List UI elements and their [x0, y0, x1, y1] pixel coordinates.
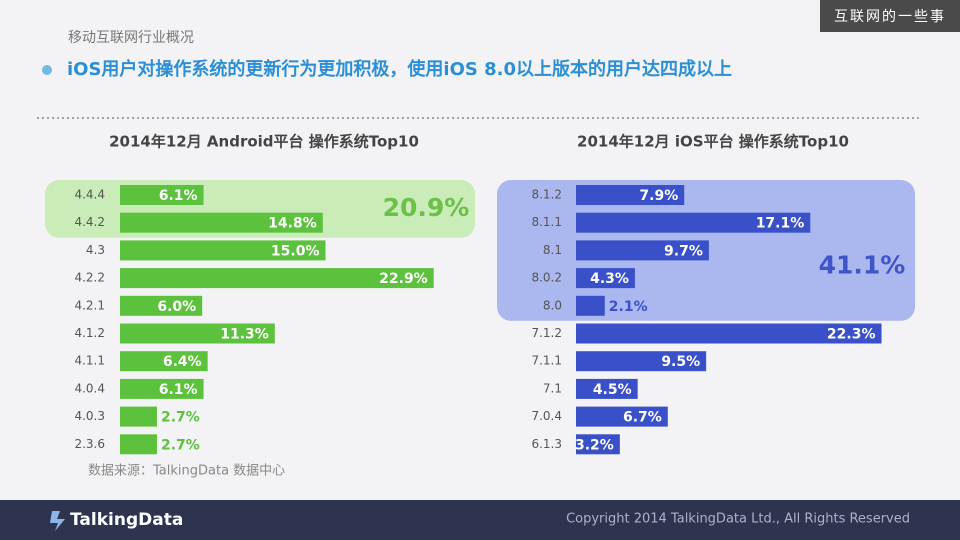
value-label: 2.7%: [161, 410, 200, 426]
value-label: 9.7%: [664, 243, 703, 259]
category-label: 4.1.2: [74, 326, 105, 340]
category-label: 8.0: [543, 298, 562, 312]
bar: [120, 295, 203, 316]
category-label: 7.0.4: [531, 409, 562, 423]
bar: [120, 185, 204, 205]
headline: iOS用户对操作系统的更新行为更加积极，使用iOS 8.0以上版本的用户达四成以…: [67, 58, 732, 80]
bar: [576, 185, 685, 205]
value-label: 4.3%: [590, 271, 629, 287]
category-label: 8.0.2: [531, 271, 562, 285]
value-label: 6.7%: [623, 410, 662, 426]
bar: [120, 351, 208, 372]
category-label: 4.1.1: [74, 354, 105, 368]
category-label: 7.1: [543, 381, 562, 395]
bar: [576, 351, 707, 372]
category-label: 4.2.2: [74, 271, 105, 285]
highlight-label: 20.9%: [383, 193, 470, 222]
value-label: 6.1%: [159, 188, 198, 204]
bar: [576, 378, 638, 399]
category-label: 4.0.3: [74, 409, 105, 423]
value-label: 3.2%: [575, 437, 614, 453]
footer-bar: [0, 500, 960, 540]
category-label: 6.1.3: [531, 437, 562, 451]
value-label: 2.1%: [609, 299, 648, 315]
value-label: 11.3%: [220, 327, 269, 343]
bar: [576, 323, 882, 344]
bar: [576, 240, 709, 261]
value-label: 14.8%: [268, 216, 317, 232]
value-label: 2.7%: [161, 437, 200, 453]
bar: [576, 295, 605, 316]
bar: [120, 212, 323, 233]
category-label: 8.1.1: [531, 215, 562, 229]
watermark-box: [820, 0, 960, 32]
chart-title: 2014年12月 iOS平台 操作系统Top10: [577, 133, 849, 151]
bar: [120, 268, 434, 289]
bar: [120, 406, 157, 427]
value-label: 6.0%: [157, 299, 196, 315]
value-label: 15.0%: [271, 243, 320, 259]
value-label: 4.5%: [593, 382, 632, 398]
bar: [576, 268, 635, 289]
category-label: 8.1: [543, 243, 562, 257]
copyright: Copyright 2014 TalkingData Ltd., All Rig…: [566, 512, 910, 527]
category-label: 4.4.4: [74, 188, 105, 202]
watermark: 互联网的一些事: [834, 9, 946, 25]
bar: [120, 323, 275, 344]
value-label: 6.4%: [163, 354, 202, 370]
category-label: 8.1.2: [531, 188, 562, 202]
bar: [120, 434, 157, 455]
category-label: 7.1.2: [531, 326, 562, 340]
category-label: 4.3: [86, 243, 105, 257]
category-label: 2.3.6: [74, 437, 105, 451]
category-label: 4.0.4: [74, 381, 105, 395]
highlight-label: 41.1%: [819, 250, 906, 279]
chart-title: 2014年12月 Android平台 操作系统Top10: [109, 133, 419, 151]
section-header: 移动互联网行业概况: [68, 30, 194, 46]
bar: [120, 240, 326, 261]
bar: [576, 212, 811, 233]
category-label: 4.4.2: [74, 215, 105, 229]
value-label: 9.5%: [661, 354, 700, 370]
value-label: 7.9%: [639, 188, 678, 204]
logo-icon: [50, 511, 65, 531]
bar: [576, 434, 620, 455]
value-label: 22.3%: [827, 327, 876, 343]
footer-logo: TalkingData: [70, 510, 183, 530]
bullet: [42, 65, 52, 75]
source-note: 数据来源：TalkingData 数据中心: [88, 464, 285, 479]
bar: [576, 406, 668, 427]
value-label: 17.1%: [756, 216, 805, 232]
category-label: 7.1.1: [531, 354, 562, 368]
category-label: 4.2.1: [74, 298, 105, 312]
value-label: 22.9%: [379, 271, 428, 287]
bar: [120, 378, 204, 399]
value-label: 6.1%: [159, 382, 198, 398]
